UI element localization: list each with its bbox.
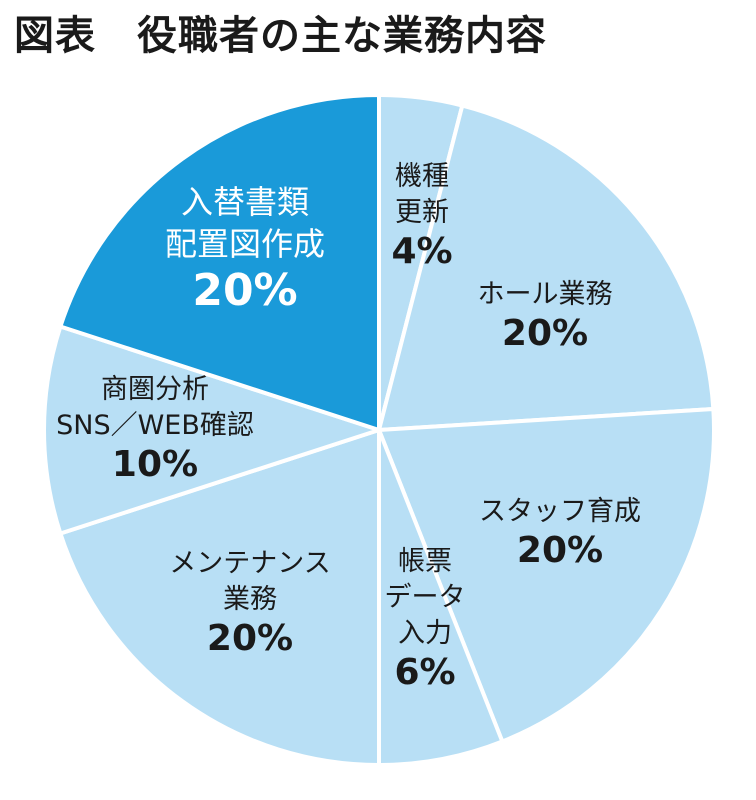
slice-name-kishu-0: 機種 — [395, 161, 449, 192]
pie-slice-hall — [377, 103, 716, 432]
slice-name-chohyo-1: データ — [385, 582, 466, 613]
slice-percent-hall: 20% — [502, 313, 588, 354]
slice-name-chohyo-2: 入力 — [398, 618, 452, 649]
slice-name-irekae-0: 入替書類 — [181, 183, 309, 221]
slice-percent-irekae: 20% — [192, 265, 297, 316]
slice-percent-maint: 20% — [207, 618, 293, 659]
pie-slice-shoken — [42, 324, 381, 536]
slice-percent-staff: 20% — [517, 530, 603, 571]
slice-name-hall-0: ホール業務 — [478, 279, 613, 310]
pie-labels: 機種更新4%ホール業務20%スタッフ育成20%帳票データ入力6%メンテナンス業務… — [56, 161, 641, 693]
slice-name-chohyo-0: 帳票 — [398, 546, 452, 577]
pie-slice-staff — [377, 406, 716, 744]
slice-name-maint-1: 業務 — [223, 584, 277, 615]
slice-name-kishu-1: 更新 — [395, 197, 449, 228]
slice-percent-chohyo: 6% — [394, 652, 455, 693]
slice-name-staff-0: スタッフ育成 — [479, 496, 641, 527]
pie-slice-irekae — [58, 93, 381, 432]
pie-slice-chohyo — [377, 428, 505, 767]
chart-title: 図表 役職者の主な業務内容 — [14, 13, 547, 59]
slice-percent-kishu: 4% — [391, 231, 452, 272]
slice-name-shoken-1: SNS／WEB確認 — [56, 410, 254, 441]
slice-name-shoken-0: 商圏分析 — [101, 374, 209, 405]
pie-slice-maint — [58, 428, 381, 767]
slice-percent-shoken: 10% — [112, 444, 198, 485]
pie-slices — [42, 93, 716, 767]
slice-name-maint-0: メンテナンス — [169, 548, 330, 579]
slice-name-irekae-1: 配置図作成 — [165, 225, 325, 263]
